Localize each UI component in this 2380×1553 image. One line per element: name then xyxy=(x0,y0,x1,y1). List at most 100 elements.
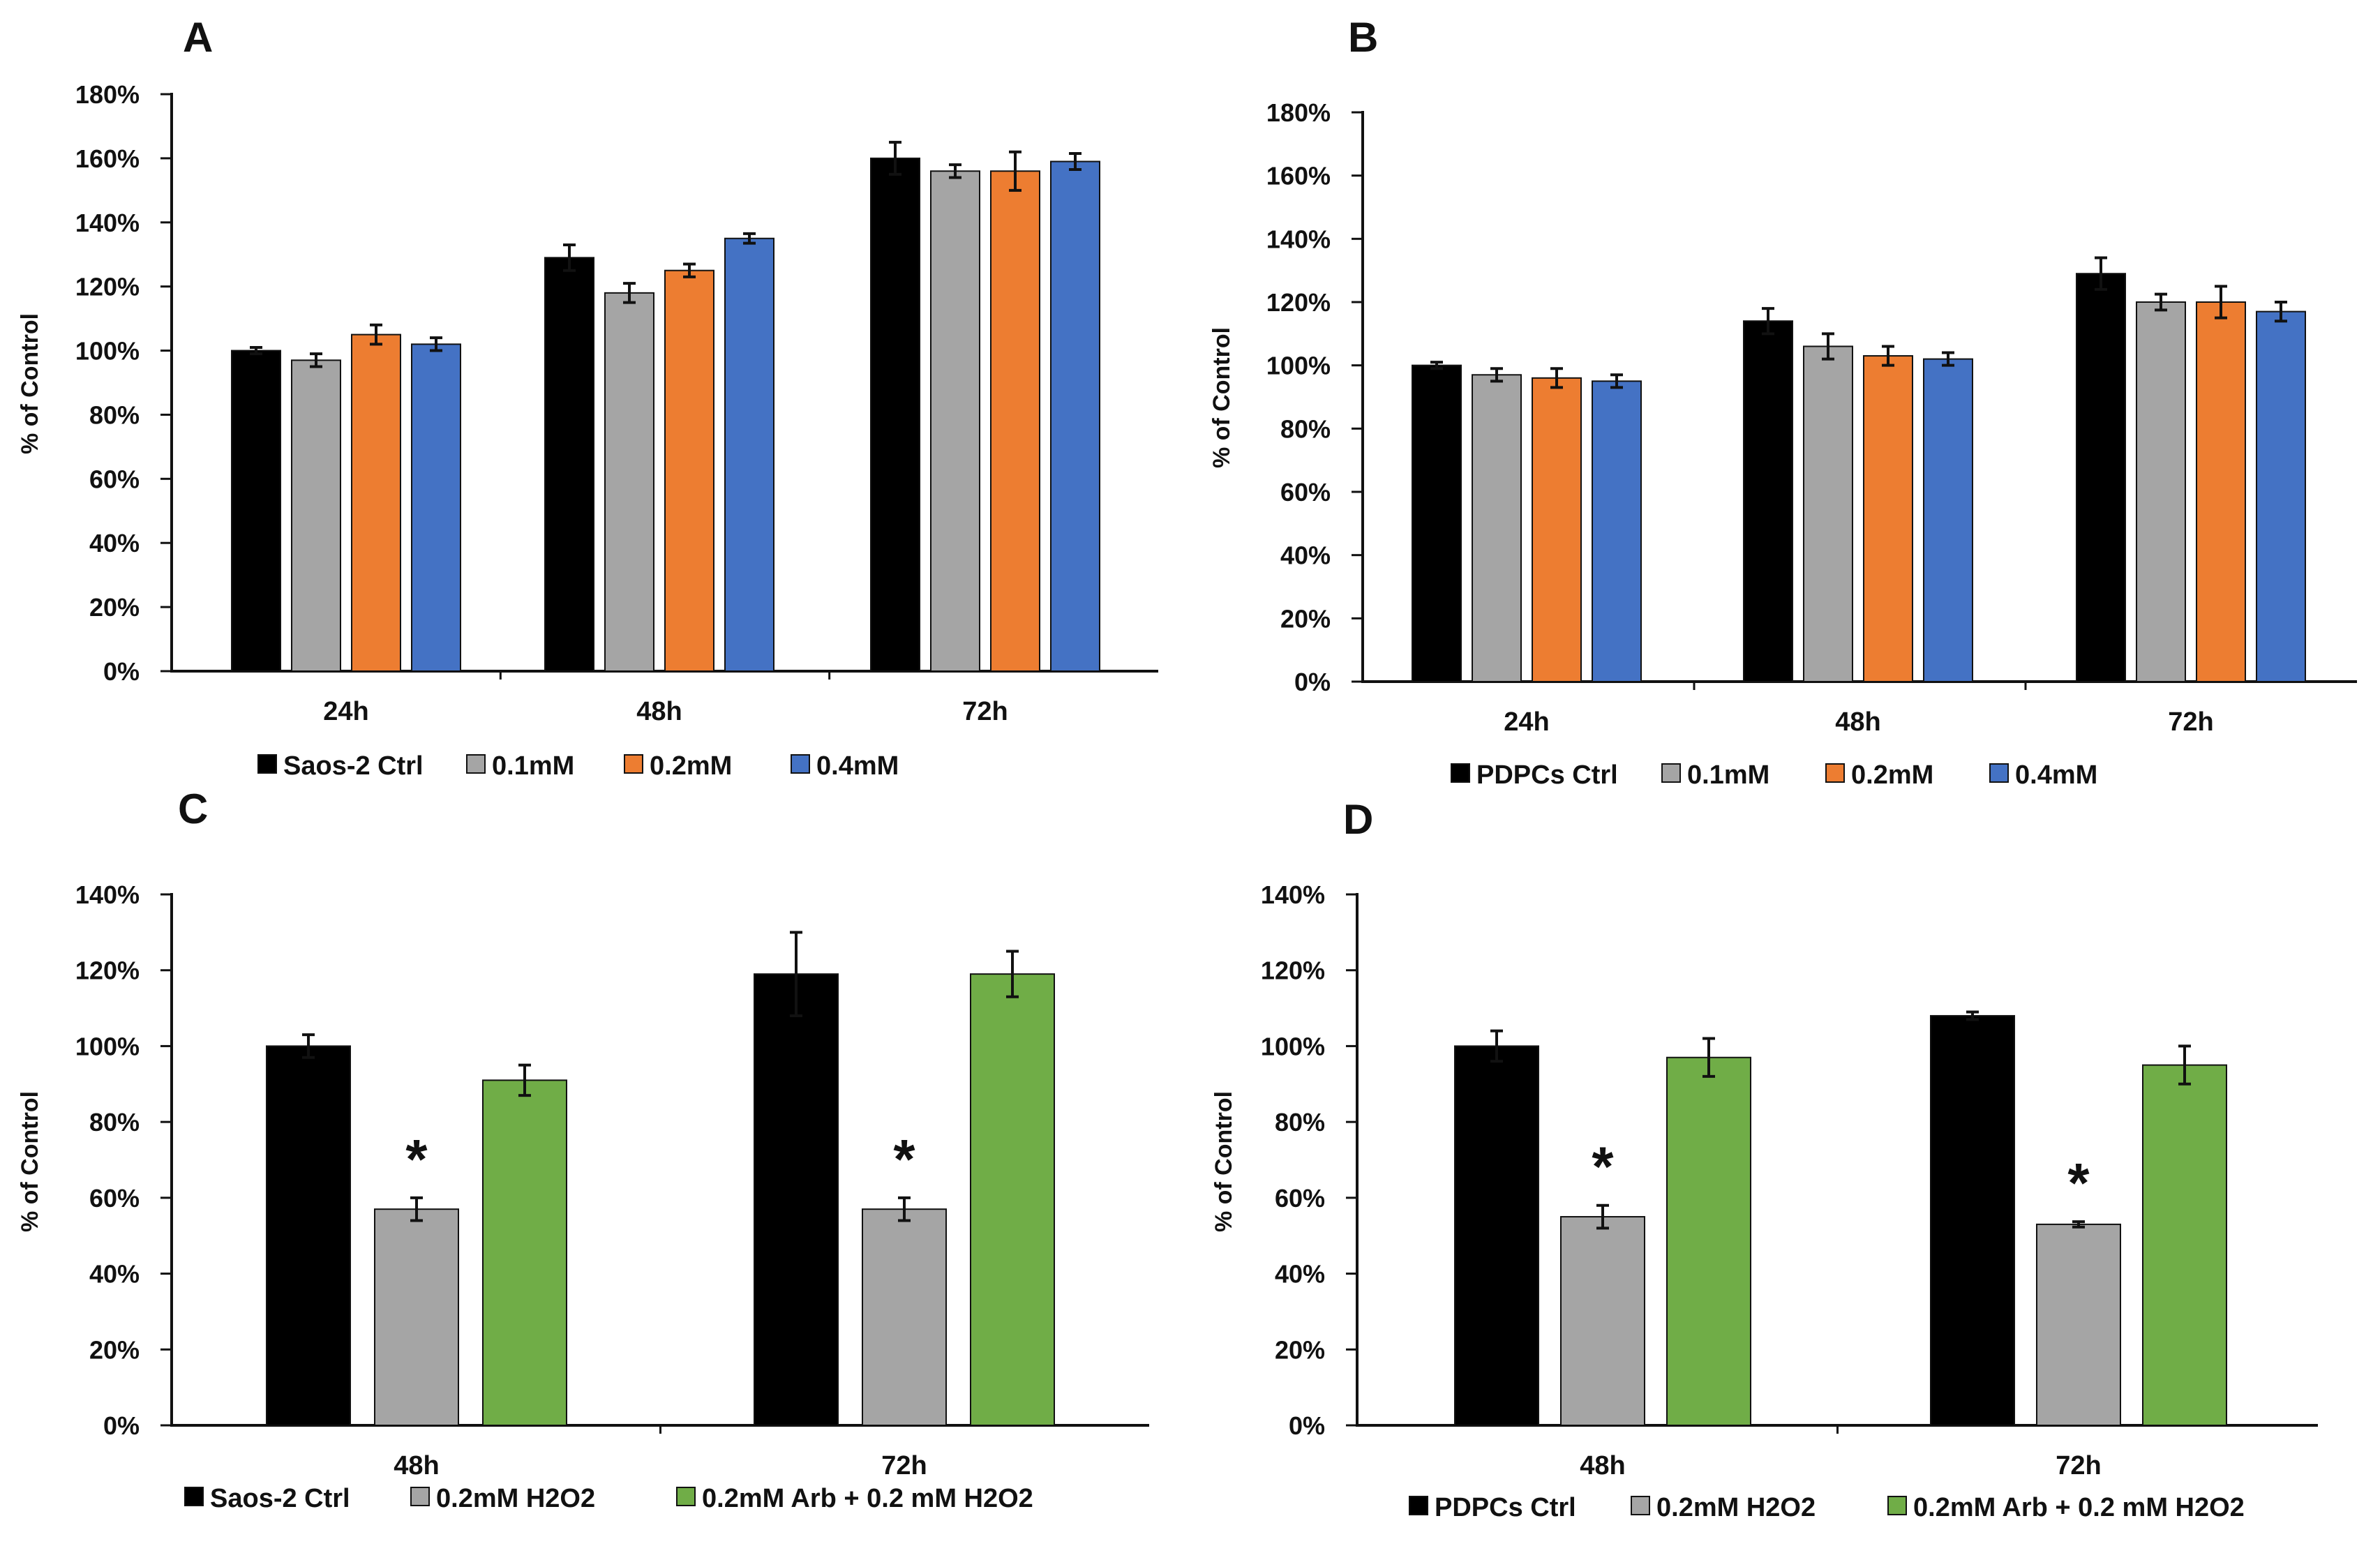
y-tick-label: 0% xyxy=(103,1411,140,1440)
bar xyxy=(2196,301,2246,682)
bar xyxy=(351,333,401,672)
legend-swatch xyxy=(410,1487,430,1506)
legend-label: Saos-2 Ctrl xyxy=(283,751,424,781)
y-tick-label: 160% xyxy=(75,144,140,173)
bar xyxy=(724,237,774,672)
bar xyxy=(664,269,714,672)
y-tick-label: 20% xyxy=(1280,604,1331,633)
legend-swatch xyxy=(1451,763,1470,783)
legend-label: 0.2mM H2O2 xyxy=(1656,1493,1816,1522)
legend-swatch xyxy=(184,1487,204,1506)
bar xyxy=(1412,364,1462,683)
bar xyxy=(2142,1064,2227,1427)
panel-letter: C xyxy=(178,786,208,832)
y-tick-label: 160% xyxy=(1266,162,1331,190)
bar xyxy=(862,1208,947,1427)
legend-label: 0.2mM Arb + 0.2 mM H2O2 xyxy=(1913,1493,2245,1522)
bar xyxy=(1532,377,1582,682)
bar xyxy=(2076,273,2126,682)
bar xyxy=(1472,374,1522,682)
y-tick-label: 140% xyxy=(1266,225,1331,253)
bar xyxy=(411,343,461,672)
significance-star: * xyxy=(405,1128,428,1190)
bar xyxy=(1803,345,1853,682)
y-tick-label: 20% xyxy=(1275,1335,1325,1364)
y-tick-label: 120% xyxy=(75,273,140,301)
panel-letter: B xyxy=(1348,14,1378,61)
legend-label: 0.1mM xyxy=(1687,760,1769,790)
legend-label: 0.2mM xyxy=(650,751,732,781)
y-tick-label: 180% xyxy=(75,80,140,109)
y-tick-label: 120% xyxy=(75,956,140,985)
bar xyxy=(1743,320,1793,682)
legend-label: 0.2mM Arb + 0.2 mM H2O2 xyxy=(702,1484,1033,1513)
x-category-label: 72h xyxy=(2056,1451,2101,1480)
y-tick-label: 60% xyxy=(89,1184,140,1213)
y-tick-label: 180% xyxy=(1266,98,1331,127)
y-tick-label: 100% xyxy=(1261,1032,1325,1060)
legend-label: Saos-2 Ctrl xyxy=(210,1484,350,1513)
x-category-label: 48h xyxy=(1835,707,1880,737)
x-category-label: 72h xyxy=(881,1451,927,1480)
x-category-label: 24h xyxy=(1504,707,1549,737)
bar xyxy=(2136,301,2186,682)
legend-swatch xyxy=(624,754,643,774)
y-tick-label: 100% xyxy=(1266,352,1331,380)
bar xyxy=(1923,358,1973,682)
y-axis-title: % of Control xyxy=(1208,327,1235,468)
y-tick-label: 40% xyxy=(1280,541,1331,570)
bar xyxy=(231,350,281,672)
bar xyxy=(930,170,980,672)
bar xyxy=(970,973,1055,1426)
y-tick-label: 80% xyxy=(1275,1108,1325,1136)
legend-label: 0.1mM xyxy=(492,751,574,781)
bar xyxy=(1930,1014,2015,1426)
bar xyxy=(291,359,341,672)
y-tick-label: 140% xyxy=(1261,880,1325,909)
legend-label: 0.2mM xyxy=(1851,760,1933,790)
y-axis-title: % of Control xyxy=(17,1091,43,1232)
y-axis-title: % of Control xyxy=(1211,1091,1237,1232)
legend-swatch xyxy=(466,754,486,774)
bar xyxy=(1592,380,1642,682)
legend-label: 0.2mM H2O2 xyxy=(436,1484,595,1513)
panel-letter: D xyxy=(1343,796,1373,843)
y-tick-label: 20% xyxy=(89,1335,140,1364)
bar xyxy=(482,1079,567,1426)
legend-swatch xyxy=(1409,1496,1428,1515)
x-category-label: 72h xyxy=(962,697,1008,726)
bar xyxy=(1863,355,1913,682)
legend-swatch xyxy=(1661,763,1681,783)
y-tick-label: 120% xyxy=(1261,956,1325,985)
bar xyxy=(754,973,839,1426)
y-tick-label: 60% xyxy=(89,465,140,493)
bar xyxy=(544,257,594,673)
bar xyxy=(2256,310,2306,683)
legend-label: PDPCs Ctrl xyxy=(1476,760,1618,790)
y-tick-label: 120% xyxy=(1266,288,1331,317)
x-category-label: 72h xyxy=(2168,707,2213,737)
bar xyxy=(1666,1056,1751,1426)
bar xyxy=(266,1045,351,1426)
y-tick-label: 40% xyxy=(89,529,140,557)
y-tick-label: 80% xyxy=(1280,414,1331,443)
y-tick-label: 20% xyxy=(89,593,140,622)
y-tick-label: 0% xyxy=(1289,1411,1325,1440)
bar xyxy=(2036,1223,2121,1426)
x-category-label: 48h xyxy=(636,697,682,726)
significance-star: * xyxy=(893,1128,915,1190)
y-tick-label: 100% xyxy=(75,1032,140,1060)
bar xyxy=(1560,1216,1645,1427)
bar xyxy=(870,157,920,672)
legend-swatch xyxy=(676,1487,696,1506)
y-tick-label: 0% xyxy=(1294,668,1331,696)
legend-swatch xyxy=(791,754,810,774)
bar xyxy=(1050,160,1100,672)
significance-star: * xyxy=(1592,1136,1614,1198)
x-category-label: 24h xyxy=(323,697,368,726)
bar xyxy=(374,1208,459,1427)
y-tick-label: 40% xyxy=(89,1260,140,1289)
y-tick-label: 140% xyxy=(75,209,140,237)
y-axis-title: % of Control xyxy=(17,313,43,454)
